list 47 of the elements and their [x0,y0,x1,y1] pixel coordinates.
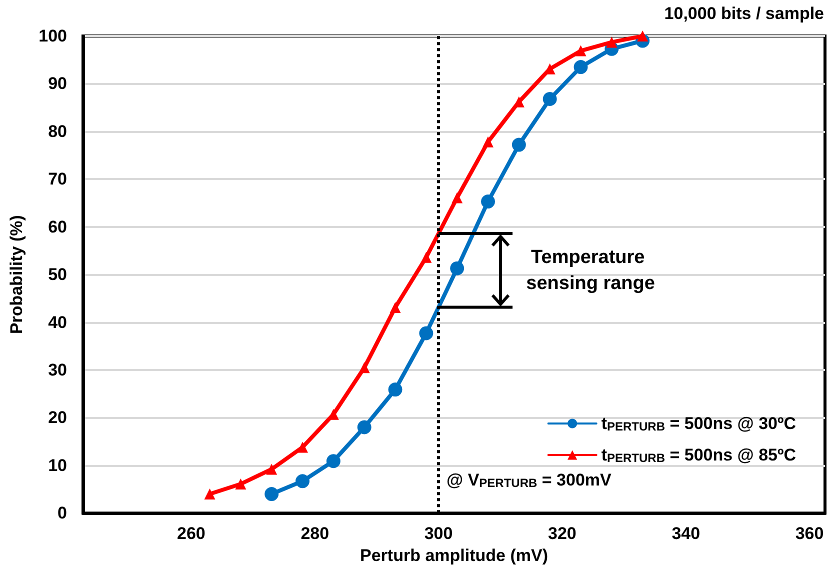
y-tick-label: 60 [48,217,67,236]
y-tick-label: 80 [48,122,67,141]
point [297,442,308,453]
y-tick-label: 100 [38,26,67,46]
y-tick-label: 0 [58,504,67,523]
y-tick-label: 20 [48,408,67,428]
point [326,454,340,468]
point [420,252,432,263]
y-tick-label: 40 [48,312,67,332]
point [266,464,278,475]
point [450,261,464,276]
y-tick-label: 90 [48,74,67,94]
point [481,194,496,209]
point [388,382,402,397]
legend-label: tPERTURB = 500ns @ 30ºC [601,414,796,434]
x-tick-label: 300 [424,524,453,544]
point [452,192,463,204]
x-tick-label: 280 [300,524,330,544]
point [574,60,588,74]
point [542,92,557,106]
point [606,36,618,48]
chart-title: 10,000 bits / sample [664,4,824,23]
x-tick-label: 360 [795,524,824,544]
x-tick-label: 340 [672,524,700,544]
y-axis-title: Probability (%) [7,215,26,334]
point [512,138,526,152]
point [575,45,586,56]
point [482,136,494,148]
point [235,478,246,490]
point [358,362,370,374]
x-axis-title: Perturb amplitude (mV) [360,546,548,565]
point [204,488,216,500]
point [390,302,401,313]
point [357,420,372,434]
x-tick-label: 260 [177,524,206,544]
ref-line-label: @ VPERTURB = 300mV [446,470,612,490]
point [419,326,434,340]
point [296,474,310,488]
annotation: Temperature sensing range [526,246,655,294]
y-tick-label: 10 [48,456,67,475]
y-tick-label: 50 [48,265,67,284]
point [637,30,648,42]
y-tick-label: 70 [48,170,67,189]
point [264,487,279,502]
legend-label: tPERTURB = 500ns @ 85ºC [601,446,796,465]
x-tick-label: 320 [548,524,576,544]
y-tick-label: 30 [48,360,67,380]
